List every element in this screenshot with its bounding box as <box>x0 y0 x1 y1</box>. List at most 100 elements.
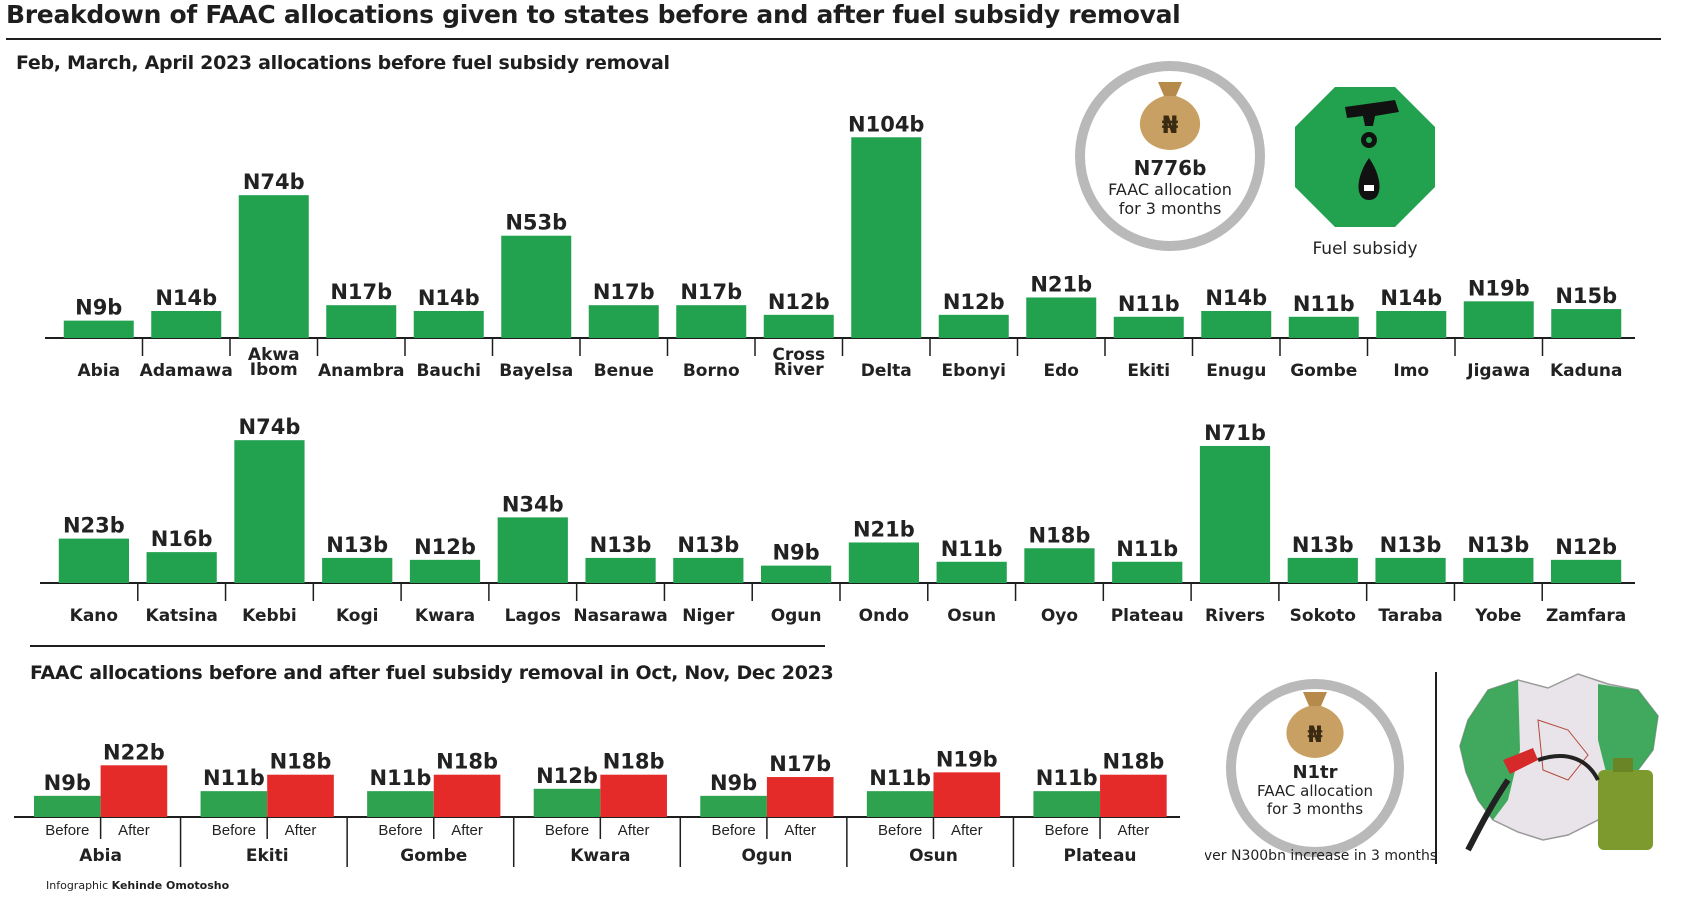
bar-before-osun <box>866 791 934 817</box>
bar-gombe <box>1288 316 1359 338</box>
bar-enugu <box>1201 310 1272 338</box>
category-label: Gombe <box>400 846 467 866</box>
bar-ogun <box>761 565 832 583</box>
bar-jigawa <box>1463 301 1534 338</box>
bar-before-ogun <box>700 795 767 817</box>
category-label: Ekiti <box>246 846 289 866</box>
value-label-after: N22b <box>103 740 165 764</box>
title-rule <box>6 38 1661 40</box>
category-label: Jigawa <box>1466 361 1530 381</box>
bar-after-plateau <box>1100 774 1167 817</box>
bar-yobe <box>1463 557 1534 583</box>
bar-bayelsa <box>501 235 572 338</box>
sub-label-before: Before <box>1045 822 1089 839</box>
value-label: N13b <box>1467 533 1529 557</box>
value-label-after: N18b <box>1102 750 1164 774</box>
chart-row2: N23b Kano N16b Katsina N74b Kebbi N13b Kogi N12b… <box>40 415 1635 626</box>
section1-title: Feb, March, April 2023 allocations befor… <box>16 52 670 74</box>
bar-lagos <box>497 517 568 583</box>
category-label: Cross <box>772 345 825 365</box>
category-label: Enugu <box>1206 361 1266 381</box>
bar-ondo <box>848 542 919 583</box>
bar-after-kwara <box>600 774 667 817</box>
nigeria-map-illustration <box>1459 673 1659 852</box>
category-label: Yobe <box>1474 606 1521 626</box>
value-label: N14b <box>1380 286 1442 310</box>
sub-label-before: Before <box>45 822 89 839</box>
category-label: Borno <box>683 361 740 381</box>
category-label: Bayelsa <box>499 361 573 381</box>
svg-text:₦: ₦ <box>1162 111 1179 139</box>
badge1-line2: for 3 months <box>1119 199 1222 218</box>
value-label: N12b <box>943 290 1005 314</box>
bar-after-ekiti <box>267 774 334 817</box>
category-label: Osun <box>909 846 958 866</box>
value-label-after: N18b <box>270 750 332 774</box>
value-label: N9b <box>772 541 819 565</box>
value-label-after: N17b <box>769 752 831 776</box>
value-label: N11b <box>1116 537 1178 561</box>
credit-name: Kehinde Omotosho <box>111 879 230 892</box>
bar-oyo <box>1024 548 1095 583</box>
category-label: River <box>774 360 825 380</box>
bar-akwa-ibom <box>238 195 309 338</box>
bar-bauchi <box>413 310 484 338</box>
value-label: N14b <box>1205 286 1267 310</box>
bar-after-gombe <box>433 774 501 817</box>
value-label: N23b <box>63 514 125 538</box>
category-label: Kwara <box>415 606 475 626</box>
value-label-after: N18b <box>603 750 665 774</box>
value-label: N13b <box>590 533 652 557</box>
category-label: Osun <box>947 606 996 626</box>
section2-title: FAAC allocations before and after fuel s… <box>30 662 834 684</box>
sub-label-after: After <box>618 822 650 839</box>
value-label: N12b <box>1555 535 1617 559</box>
value-label: N21b <box>1030 272 1092 296</box>
octagon-icon <box>1295 87 1435 227</box>
bar-before-abia <box>33 795 101 817</box>
category-label: Anambra <box>318 361 404 381</box>
badge1-value: N776b <box>1134 156 1207 180</box>
value-label-before: N11b <box>203 766 265 790</box>
value-label: N11b <box>1118 292 1180 316</box>
category-label: Ebonyi <box>942 361 1006 381</box>
money-bag-icon: ₦ <box>1286 692 1344 758</box>
bar-ebonyi <box>938 314 1009 338</box>
category-label: Kebbi <box>242 606 297 626</box>
badge-allocation-3-months: ₦ N776b FAAC allocation for 3 months <box>1075 61 1265 251</box>
value-label: N74b <box>243 170 305 194</box>
bar-anambra <box>326 305 397 338</box>
bar-adamawa <box>151 310 222 338</box>
fuel-pump-icon <box>1465 748 1653 852</box>
category-label: Akwa <box>248 345 300 365</box>
value-label-before: N11b <box>370 766 432 790</box>
category-label: Ekiti <box>1127 361 1170 381</box>
value-label: N16b <box>151 527 213 551</box>
bar-after-ogun <box>766 777 834 817</box>
category-label: Ogun <box>741 846 792 866</box>
value-label-before: N11b <box>1036 766 1098 790</box>
value-label-before: N11b <box>869 766 931 790</box>
fuel-subsidy-label: Fuel subsidy <box>1312 239 1417 259</box>
category-label: Plateau <box>1111 606 1184 626</box>
category-label: Niger <box>682 606 735 626</box>
bar-sokoto <box>1287 557 1358 583</box>
badge3-line2: for 3 months <box>1267 800 1363 818</box>
badge3-value: N1tr <box>1292 762 1337 783</box>
value-label: N14b <box>155 286 217 310</box>
value-label: N71b <box>1204 421 1266 445</box>
value-label: N11b <box>1293 292 1355 316</box>
bar-delta <box>851 137 922 338</box>
category-label: Adamawa <box>140 361 233 381</box>
sub-label-after: After <box>784 822 816 839</box>
value-label: N104b <box>848 112 924 136</box>
bar-taraba <box>1375 557 1446 583</box>
bar-kwara <box>409 559 481 583</box>
value-label: N74b <box>239 415 301 439</box>
category-label: Bauchi <box>416 361 481 381</box>
value-label: N12b <box>768 290 830 314</box>
bar-katsina <box>146 552 217 583</box>
bar-after-osun <box>933 772 1001 817</box>
bar-benue <box>588 305 659 338</box>
